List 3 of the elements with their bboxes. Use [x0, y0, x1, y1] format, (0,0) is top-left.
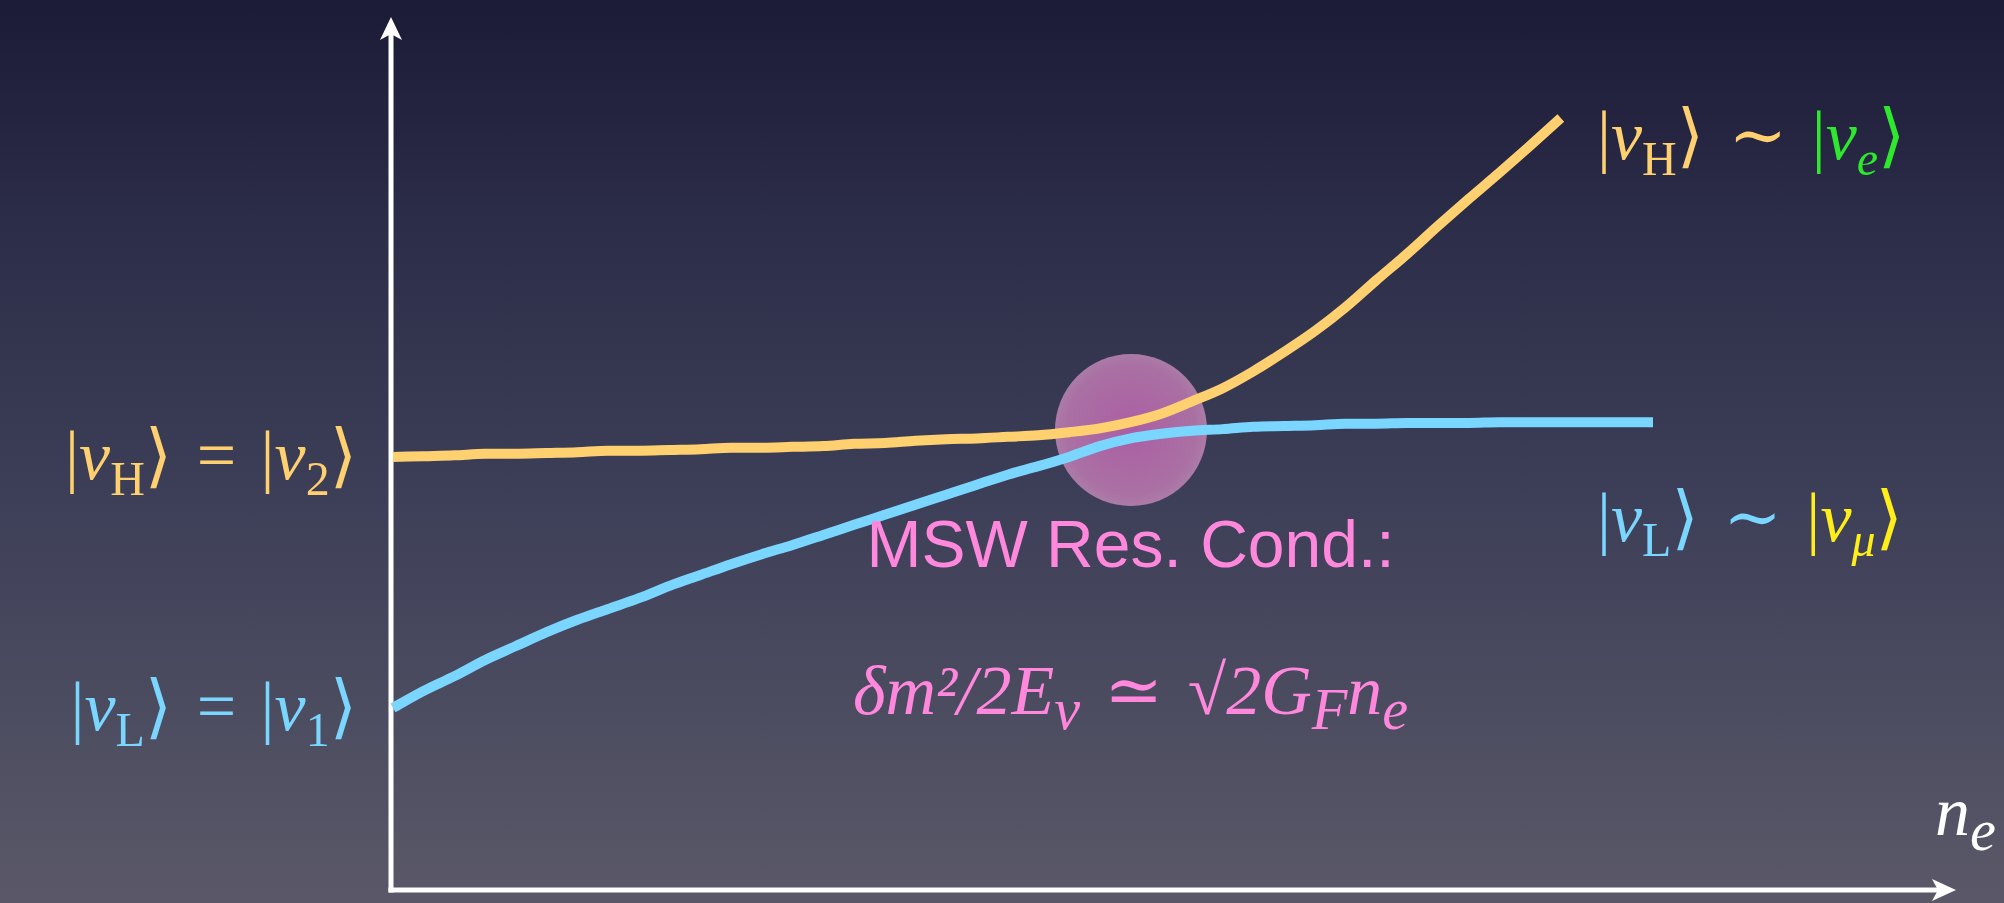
annotation: MSW Res. Cond.:	[866, 506, 1395, 581]
annotation: δm²/2E$_{ν}$ ≃ √2G$_{F}$n$_{e}$	[852, 652, 1409, 743]
x-axis-title: n$_{e}$	[1935, 772, 1996, 864]
